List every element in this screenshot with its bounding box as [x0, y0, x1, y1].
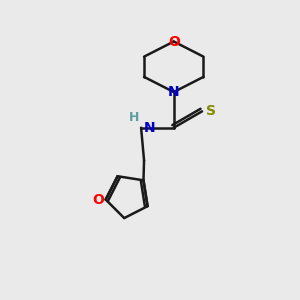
- Text: O: O: [168, 34, 180, 49]
- Text: S: S: [206, 104, 216, 118]
- Text: H: H: [129, 111, 140, 124]
- Text: O: O: [92, 193, 104, 207]
- Text: N: N: [143, 121, 155, 135]
- Text: N: N: [168, 85, 180, 99]
